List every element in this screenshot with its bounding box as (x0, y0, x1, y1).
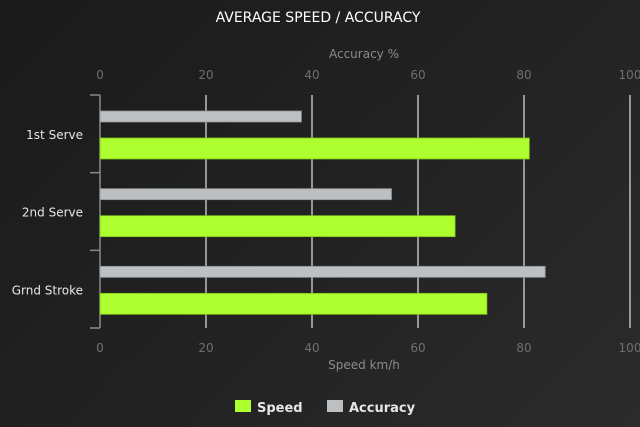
top-tick-label: 60 (410, 68, 425, 82)
bottom-axis-title: Speed km/h (328, 358, 400, 372)
bar-speed (99, 292, 488, 315)
bottom-tick-label: 60 (410, 341, 425, 355)
legend-swatch-speed (235, 400, 251, 412)
bottom-tick-label: 100 (619, 341, 640, 355)
top-tick-label: 100 (619, 68, 640, 82)
bar-speed (99, 215, 456, 238)
bar-accuracy (99, 110, 302, 123)
bar-speed (99, 137, 530, 160)
category-label: 2nd Serve (22, 206, 83, 220)
bottom-tick-label: 40 (304, 341, 319, 355)
top-tick-label: 40 (304, 68, 319, 82)
bar-accuracy (99, 265, 546, 278)
bottom-tick-label: 0 (96, 341, 104, 355)
legend-label-accuracy: Accuracy (349, 401, 416, 416)
top-tick-label: 0 (96, 68, 104, 82)
bottom-tick-label: 80 (516, 341, 531, 355)
category-label: Grnd Stroke (12, 283, 83, 297)
top-tick-label: 20 (198, 68, 213, 82)
legend: Speed Accuracy (235, 400, 416, 416)
bottom-tick-label: 20 (198, 341, 213, 355)
top-axis-title: Accuracy % (329, 47, 399, 61)
chart-title: AVERAGE SPEED / ACCURACY (216, 10, 421, 26)
legend-swatch-accuracy (327, 400, 343, 412)
category-label: 1st Serve (26, 128, 83, 142)
legend-label-speed: Speed (257, 401, 303, 416)
bar-accuracy (99, 188, 392, 201)
top-tick-label: 80 (516, 68, 531, 82)
